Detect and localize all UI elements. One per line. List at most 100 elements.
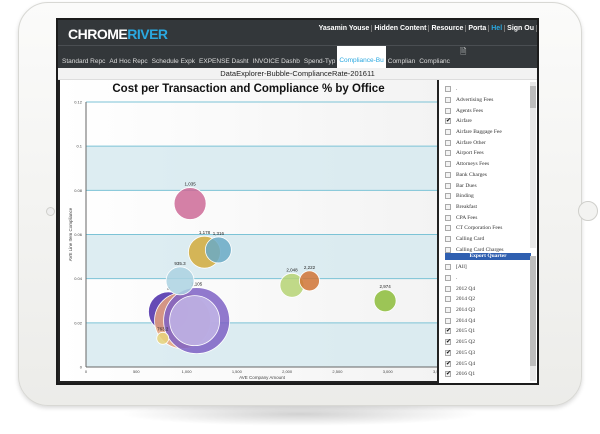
filter-item[interactable]: Attorneys Fees	[445, 159, 527, 170]
tab-2[interactable]: Schedule Expk	[151, 58, 196, 65]
tab-1[interactable]: Ad Hoc Repc	[109, 58, 148, 65]
grid-band	[86, 322, 437, 367]
checkbox[interactable]	[445, 203, 451, 210]
filter-item[interactable]: Agents Fees	[445, 105, 527, 116]
nav-link-1[interactable]: Hidden Content	[372, 25, 430, 32]
x-tick-label: 3,000	[383, 369, 394, 374]
x-tick-label: 500	[133, 369, 140, 374]
tab-5[interactable]: Spend-Typ	[303, 58, 336, 65]
bubble	[156, 331, 170, 345]
checkbox[interactable]	[445, 296, 451, 303]
checkbox[interactable]	[445, 285, 451, 292]
filter-item[interactable]: Airport Fees	[445, 148, 527, 159]
filter-item-label: 2015 Q3	[456, 349, 476, 356]
nav-link-4[interactable]: Hel	[489, 25, 506, 32]
chrome-river-logo[interactable]: CHROMERIVER	[68, 26, 168, 42]
filter-item[interactable]: ✔ Airfare	[445, 116, 527, 127]
filter-item[interactable]: CPA Fees	[445, 212, 527, 223]
checkbox[interactable]	[445, 317, 451, 324]
nav-link-5[interactable]: Sign Ou	[505, 25, 537, 32]
filter-panel: . Advertising Fees Agents Fees ✔ Airfare Airf…	[441, 80, 537, 383]
filter-item[interactable]: Breakfast	[445, 202, 527, 213]
filter-item[interactable]: .	[445, 273, 527, 284]
filter-item-label: 2015 Q4	[456, 360, 476, 367]
filter-item[interactable]: Airfare Other	[445, 137, 527, 148]
bubble	[299, 270, 320, 292]
y-tick-label: 0.02	[74, 320, 83, 325]
tab-3[interactable]: EXPENSE Dasht	[199, 58, 249, 65]
bubble-label: 2,974	[379, 284, 391, 289]
checkbox[interactable]	[445, 307, 451, 314]
checkbox[interactable]: ✔	[445, 349, 452, 356]
filter-item[interactable]: ✔ 2016 Q1	[445, 369, 527, 380]
filter-item[interactable]: Advertising Fees	[445, 95, 527, 106]
checkbox[interactable]	[445, 86, 451, 93]
tab-0[interactable]: Standard Repc	[62, 58, 106, 65]
expense-type-filter: . Advertising Fees Agents Fees ✔ Airfare Airf…	[445, 84, 527, 255]
checkbox[interactable]: ✔	[445, 118, 452, 125]
bubble	[204, 236, 232, 264]
filter-item[interactable]: Bar Dues	[445, 180, 527, 191]
filter-item[interactable]: ✔ 2015 Q1	[445, 326, 527, 337]
filter-item[interactable]: Airfare Baggage Fee	[445, 127, 527, 138]
export-quarter-header: Export Quarter	[445, 253, 531, 260]
filter-item[interactable]: ✔ 2015 Q4	[445, 358, 527, 369]
checkbox[interactable]	[445, 246, 451, 253]
checkbox[interactable]	[445, 97, 451, 104]
tab-8[interactable]: Complianc	[419, 58, 450, 65]
tablet-shadow	[120, 402, 480, 426]
nav-link-3[interactable]: Porta	[466, 25, 490, 32]
checkbox[interactable]	[445, 214, 451, 221]
filter-item[interactable]: ✔ 2015 Q3	[445, 348, 527, 359]
filter-item[interactable]: 2012 Q4	[445, 283, 527, 294]
checkbox[interactable]	[445, 129, 451, 136]
filter-item[interactable]: .	[445, 84, 527, 95]
tab-7[interactable]: Complian	[387, 58, 416, 65]
filter-item[interactable]: 2014 Q3	[445, 305, 527, 316]
y-tick-label: 0.08	[74, 188, 83, 193]
filter-item-label: Bank Charges	[456, 171, 487, 178]
bubble-label: 1,035	[184, 182, 196, 187]
checkbox[interactable]	[445, 171, 451, 178]
bubble-label: 2,048	[286, 267, 298, 272]
filter-item[interactable]: Binding	[445, 191, 527, 202]
bubble-label: 2,222	[304, 265, 316, 270]
checkbox[interactable]: ✔	[445, 328, 452, 335]
expense-type-scrollbar[interactable]	[530, 82, 536, 248]
bubble-label: 1,316	[213, 231, 225, 236]
checkbox[interactable]	[445, 182, 451, 189]
checkbox[interactable]	[445, 264, 451, 271]
filter-item-label: .	[456, 275, 458, 282]
tab-4[interactable]: INVOICE Dashb	[252, 58, 300, 65]
checkbox[interactable]	[445, 193, 451, 200]
top-nav: Yasamin Youse Hidden Content Resource Porta…	[317, 25, 537, 32]
filter-item[interactable]: ✔ 2015 Q2	[445, 337, 527, 348]
nav-link-0[interactable]: Yasamin Youse	[317, 25, 373, 32]
checkbox[interactable]	[445, 150, 451, 157]
checkbox[interactable]	[445, 107, 451, 114]
checkbox[interactable]	[445, 225, 451, 232]
filter-item[interactable]: Bank Charges	[445, 170, 527, 181]
y-tick-label: 0.12	[74, 100, 83, 105]
x-tick-label: 2,000	[282, 369, 293, 374]
filter-item[interactable]: CT Corporation Fees	[445, 223, 527, 234]
filter-item[interactable]: Calling Card	[445, 234, 527, 245]
checkbox[interactable]: ✔	[445, 339, 452, 346]
filter-item-label: 2012 Q4	[456, 285, 476, 292]
checkbox[interactable]	[445, 275, 451, 282]
filter-item[interactable]: [All]	[445, 262, 527, 273]
document-icon[interactable]: 🗎	[459, 47, 467, 56]
filter-item[interactable]: 2014 Q2	[445, 294, 527, 305]
checkbox[interactable]	[445, 139, 451, 146]
quarter-scrollbar[interactable]	[530, 256, 536, 381]
filter-item[interactable]: 2014 Q4	[445, 315, 527, 326]
nav-link-2[interactable]: Resource	[429, 25, 467, 32]
filter-item-label: Airport Fees	[456, 150, 484, 157]
checkbox[interactable]: ✔	[445, 360, 452, 367]
checkbox[interactable]	[445, 235, 451, 242]
checkbox[interactable]	[445, 161, 451, 168]
tab-6[interactable]: Compliance-Bu	[337, 46, 386, 68]
home-button[interactable]	[578, 201, 598, 221]
checkbox[interactable]: ✔	[445, 371, 452, 378]
filter-item[interactable]: Calling Card Charges	[445, 244, 527, 255]
